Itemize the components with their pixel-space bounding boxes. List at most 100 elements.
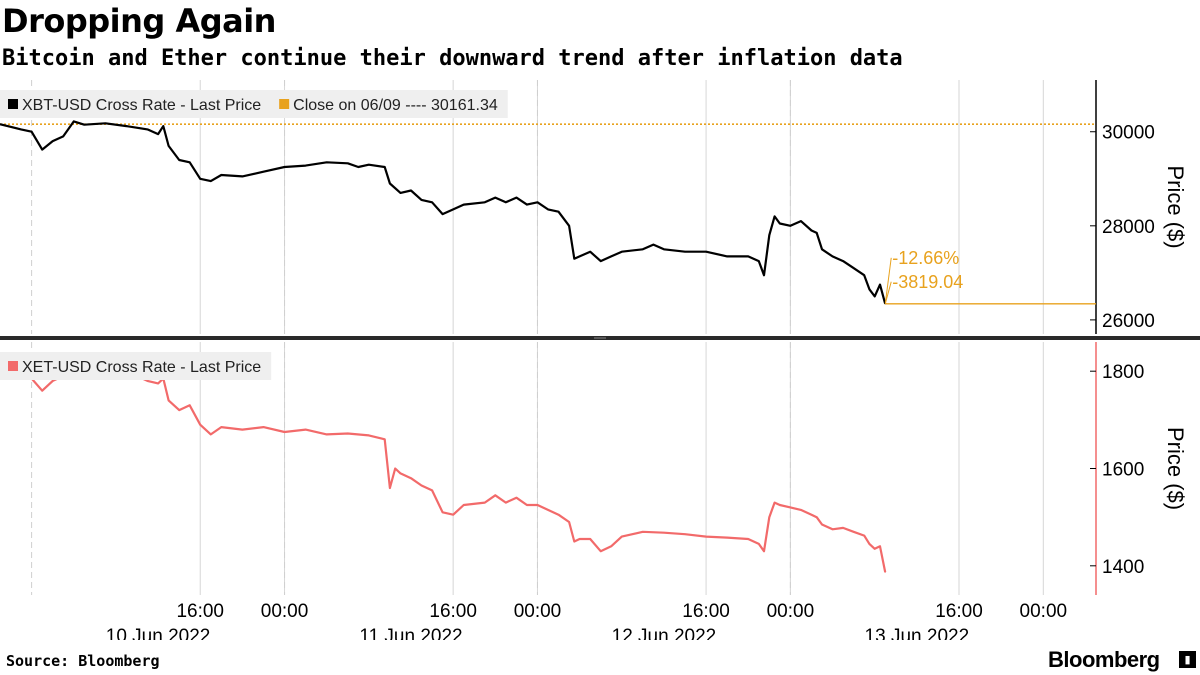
data-point bbox=[515, 497, 518, 499]
data-point bbox=[305, 165, 307, 167]
y-tick-label: 30000 bbox=[1102, 123, 1155, 144]
source-note: Source: Bloomberg bbox=[6, 652, 160, 670]
data-point bbox=[547, 208, 549, 210]
y-axis-title: Price ($) bbox=[1163, 165, 1188, 248]
legend-entry: Close on 06/09 ---- 30161.34 bbox=[293, 97, 498, 114]
x-date-label: 11 Jun 2022 bbox=[359, 626, 462, 640]
data-point bbox=[600, 550, 602, 552]
data-point bbox=[178, 409, 180, 411]
data-point bbox=[768, 234, 770, 236]
data-point bbox=[189, 161, 191, 163]
data-point bbox=[879, 545, 881, 547]
data-point bbox=[831, 255, 834, 257]
xbt-gridlines bbox=[31, 80, 1044, 334]
data-point bbox=[484, 201, 486, 203]
page-title: Dropping Again bbox=[2, 2, 276, 40]
data-point bbox=[763, 550, 765, 552]
data-point bbox=[62, 135, 64, 137]
xet-panel: 1400 1600 1800 Price ($) XET-USD Cross Rate… bbox=[0, 342, 1188, 595]
data-point bbox=[779, 504, 781, 506]
data-point bbox=[83, 124, 85, 126]
data-point bbox=[178, 159, 180, 161]
data-point bbox=[642, 248, 644, 250]
y-tick-label: 1800 bbox=[1102, 362, 1144, 383]
data-point bbox=[442, 213, 444, 215]
xbt-y-axis: 26000 28000 30000 Price ($) bbox=[1090, 80, 1188, 334]
data-point bbox=[758, 543, 760, 545]
data-point bbox=[879, 284, 881, 286]
data-point bbox=[842, 527, 844, 529]
page-subtitle: Bitcoin and Ether continue their downwar… bbox=[2, 46, 903, 71]
data-point bbox=[621, 251, 623, 253]
data-point bbox=[663, 248, 665, 250]
x-tick-label: 00:00 bbox=[1020, 601, 1068, 622]
data-point bbox=[810, 514, 813, 516]
data-point bbox=[326, 161, 328, 163]
data-point bbox=[505, 502, 507, 504]
xbt-annotations: -12.66% -3819.04 bbox=[884, 248, 1096, 305]
data-point bbox=[357, 166, 359, 168]
x-date-label: 10 Jun 2022 bbox=[106, 626, 211, 640]
data-point bbox=[220, 174, 222, 176]
data-point bbox=[726, 255, 728, 257]
y-tick-label: 28000 bbox=[1102, 217, 1155, 238]
data-point bbox=[768, 516, 770, 518]
data-point bbox=[347, 432, 349, 435]
data-point bbox=[241, 429, 243, 431]
data-point bbox=[863, 535, 865, 537]
annotation-label: -3819.04 bbox=[892, 272, 963, 292]
x-tick-label: 00:00 bbox=[767, 601, 815, 622]
data-point bbox=[157, 133, 159, 135]
data-point bbox=[241, 175, 243, 177]
data-point bbox=[573, 540, 575, 543]
data-point bbox=[494, 197, 496, 199]
data-point bbox=[821, 248, 823, 250]
data-point bbox=[684, 251, 686, 253]
data-point bbox=[600, 260, 602, 262]
data-point bbox=[526, 204, 528, 206]
data-point bbox=[663, 532, 665, 534]
data-point bbox=[547, 509, 549, 511]
y-tick-label: 1400 bbox=[1102, 557, 1144, 578]
data-point bbox=[389, 487, 391, 489]
data-point bbox=[368, 434, 370, 436]
legend-swatch bbox=[8, 99, 18, 109]
data-point bbox=[789, 225, 792, 227]
data-point bbox=[853, 267, 855, 269]
data-point bbox=[652, 244, 655, 246]
x-date-label: 12 Jun 2022 bbox=[612, 626, 717, 640]
data-point bbox=[610, 545, 612, 547]
data-point bbox=[326, 433, 328, 435]
xbt-price-line bbox=[0, 120, 887, 305]
data-point bbox=[189, 404, 191, 406]
legend-entry: XBT-USD Cross Rate - Last Price bbox=[22, 97, 261, 114]
data-point bbox=[705, 251, 707, 253]
data-point bbox=[816, 516, 818, 518]
data-point bbox=[384, 438, 386, 440]
data-point bbox=[484, 502, 486, 504]
data-point bbox=[868, 543, 871, 545]
xet-y-axis: 1400 1600 1800 Price ($) bbox=[1090, 342, 1188, 595]
data-point bbox=[842, 260, 844, 262]
x-tick-label: 00:00 bbox=[514, 601, 562, 622]
legend-swatch bbox=[8, 361, 18, 371]
data-point bbox=[210, 433, 212, 435]
data-point bbox=[684, 533, 686, 535]
data-point bbox=[868, 288, 871, 290]
data-point bbox=[146, 380, 149, 382]
data-point bbox=[800, 509, 802, 511]
data-point bbox=[420, 199, 423, 201]
panel-divider[interactable] bbox=[0, 336, 1200, 340]
data-point bbox=[642, 531, 644, 533]
bitcoin-ether-chart: 26000 28000 30000 Price ($) XBT-USD Cross R… bbox=[0, 80, 1200, 640]
xbt-panel: 26000 28000 30000 Price ($) XBT-USD Cross R… bbox=[0, 80, 1188, 334]
data-point bbox=[821, 523, 823, 526]
data-point bbox=[589, 251, 591, 253]
data-point bbox=[568, 521, 570, 523]
x-date-label: 13 Jun 2022 bbox=[865, 626, 970, 640]
xet-usd-series-line bbox=[0, 370, 887, 573]
data-point bbox=[621, 536, 623, 538]
x-tick-label: 16:00 bbox=[935, 601, 983, 622]
data-point bbox=[610, 255, 612, 257]
x-tick-label: 16:00 bbox=[429, 601, 477, 622]
